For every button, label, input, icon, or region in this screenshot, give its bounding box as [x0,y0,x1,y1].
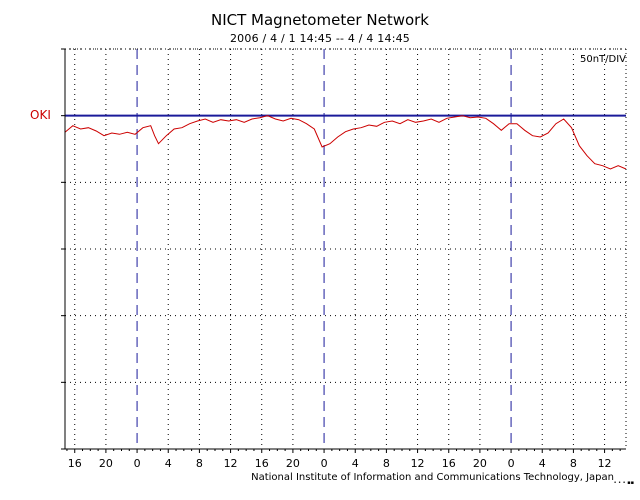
series-line-oki [64,115,627,170]
x-tick-label: 4 [539,457,546,470]
x-tick-label: 12 [411,457,425,470]
x-tick-label: 4 [352,457,359,470]
x-tick-label: 8 [196,457,203,470]
x-tick-label: 16 [68,457,82,470]
x-tick-label: 16 [442,457,456,470]
x-tick-label: 0 [134,457,141,470]
x-tick-label: 20 [286,457,300,470]
chart-title: NICT Magnetometer Network [210,11,429,29]
x-tick-label: 4 [165,457,172,470]
x-tick-label: 8 [383,457,390,470]
series-layer [64,115,627,170]
x-tick-label: 8 [570,457,577,470]
scale-label: 50nT/DIV [579,54,626,65]
chart-subtitle: 2006 / 4 / 1 14:45 -- 4 / 4 14:45 [229,32,410,45]
x-tick-label: 20 [99,457,113,470]
x-tick-label: 20 [473,457,487,470]
x-tick-label: 12 [598,457,612,470]
x-tick-label: 0 [321,457,328,470]
footer-credit: National Institute of Information and Co… [251,472,614,483]
tick-layer: 16 20 0 4 8 12 16 20 0 4 8 12 16 20 0 4 8 12 [61,48,621,470]
x-tick-label: 16 [255,457,269,470]
x-tick-label: 0 [508,457,515,470]
x-tick-label: 12 [224,457,238,470]
grid-layer [65,48,626,450]
station-label: OKI [30,108,51,122]
footer-mark: • • • ▪▪ [613,480,634,486]
